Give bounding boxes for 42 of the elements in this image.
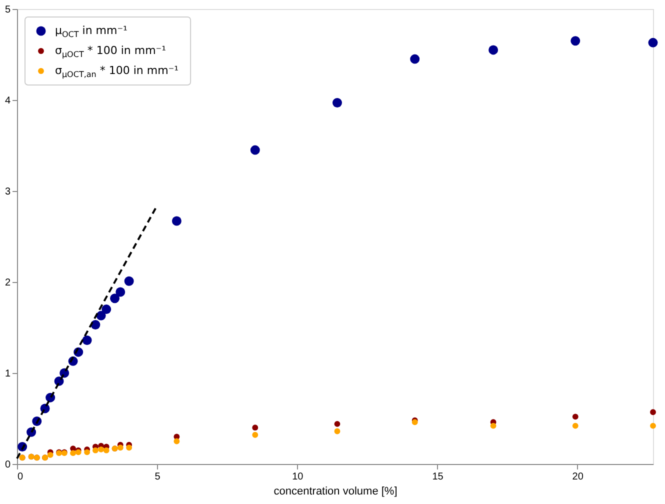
point <box>650 422 656 429</box>
point <box>334 421 340 427</box>
point <box>117 444 124 451</box>
x-tick-label: 5 <box>154 472 161 482</box>
x-tick-label: 15 <box>432 472 444 482</box>
point <box>490 422 496 429</box>
point <box>572 422 578 429</box>
point <box>650 409 656 416</box>
point <box>334 428 340 434</box>
point <box>648 38 658 48</box>
x-axis-title: concentration volume [%] <box>274 486 398 498</box>
point <box>174 438 180 444</box>
x-tick-label: 10 <box>292 472 304 482</box>
point <box>116 287 126 297</box>
point <box>103 447 110 454</box>
y-tick-label: 3 <box>4 186 11 198</box>
y-tick-label: 0 <box>4 460 11 470</box>
point <box>47 452 54 458</box>
point <box>488 45 498 55</box>
point <box>82 336 92 345</box>
point <box>410 54 420 64</box>
point <box>124 276 134 286</box>
point <box>250 145 260 155</box>
point <box>332 98 342 108</box>
point <box>172 216 182 226</box>
point <box>84 449 90 456</box>
point <box>252 432 258 438</box>
point <box>110 294 120 304</box>
y-tick-label: 1 <box>4 368 11 380</box>
point <box>126 444 132 451</box>
point <box>572 414 578 420</box>
x-tick-label: 0 <box>18 472 24 482</box>
point <box>70 450 76 456</box>
point <box>570 36 580 46</box>
point <box>92 447 98 454</box>
point <box>98 446 104 452</box>
point <box>102 304 112 314</box>
y-tick-label: 4 <box>4 96 11 106</box>
y-tick-label: 2 <box>4 278 11 288</box>
x-tick-label: 20 <box>572 472 584 482</box>
y-tick-label: 5 <box>4 4 11 16</box>
point <box>252 424 258 431</box>
